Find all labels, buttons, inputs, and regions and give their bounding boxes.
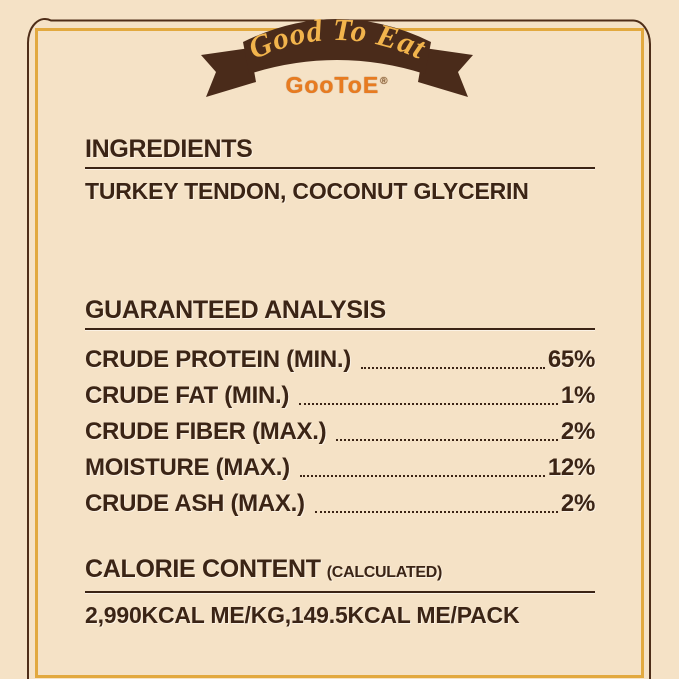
dotted-leader <box>361 367 545 369</box>
ingredients-content: TURKEY TENDON, COCONUT GLYCERIN <box>85 178 529 204</box>
row-value: 65% <box>547 346 595 373</box>
analysis-table: CRUDE PROTEIN (MIN.) 65% CRUDE FAT (MIN.… <box>85 337 595 517</box>
dotted-leader <box>314 511 558 513</box>
frame-outer-brown-line <box>26 17 651 679</box>
guaranteed-analysis-title: GUARANTEED ANALYSIS <box>85 297 595 330</box>
dotted-leader <box>299 403 558 405</box>
ribbon-left-wing <box>201 48 256 97</box>
ribbon-banner: Good To Eat GooToE® <box>197 10 477 102</box>
row-label: CRUDE FAT (MIN.) <box>85 382 290 409</box>
calorie-content-title: CALORIE CONTENT (CALCULATED) <box>85 556 595 593</box>
registered-trademark-icon: ® <box>380 76 389 88</box>
brand-logo-text: GooToE <box>285 72 380 98</box>
ribbon-right-wing <box>418 48 473 97</box>
table-row: MOISTURE (MAX.) 12% <box>85 445 595 481</box>
calorie-content-section: CALORIE CONTENT (CALCULATED) 2,990KCAL ME… <box>85 556 595 629</box>
calorie-content-value: 2,990KCAL ME/KG,149.5KCAL ME/PACK <box>85 602 520 628</box>
ingredients-section: INGREDIENTS TURKEY TENDON, COCONUT GLYCE… <box>85 136 595 205</box>
calorie-title-text: CALORIE CONTENT <box>85 555 321 583</box>
table-row: CRUDE FIBER (MAX.) 2% <box>85 409 595 445</box>
row-value: 2% <box>560 490 595 517</box>
table-row: CRUDE ASH (MAX.) 2% <box>85 481 595 517</box>
row-label: CRUDE PROTEIN (MIN.) <box>85 346 351 373</box>
dotted-leader <box>299 475 545 477</box>
row-value: 2% <box>560 418 595 445</box>
ribbon-center-band <box>243 19 431 74</box>
dotted-leader <box>336 439 558 441</box>
brand-logo: GooToE® <box>197 72 477 99</box>
row-value: 1% <box>560 382 595 409</box>
table-row: CRUDE PROTEIN (MIN.) 65% <box>85 337 595 373</box>
row-label: CRUDE ASH (MAX.) <box>85 490 305 517</box>
ribbon-graphic: Good To Eat <box>201 12 473 97</box>
row-value: 12% <box>547 454 595 481</box>
row-label: MOISTURE (MAX.) <box>85 454 290 481</box>
ingredients-title: INGREDIENTS <box>85 136 595 169</box>
row-label: CRUDE FIBER (MAX.) <box>85 418 327 445</box>
calorie-title-note: (CALCULATED) <box>326 564 443 581</box>
guaranteed-analysis-section: GUARANTEED ANALYSIS CRUDE PROTEIN (MIN.)… <box>85 297 595 517</box>
table-row: CRUDE FAT (MIN.) 1% <box>85 373 595 409</box>
